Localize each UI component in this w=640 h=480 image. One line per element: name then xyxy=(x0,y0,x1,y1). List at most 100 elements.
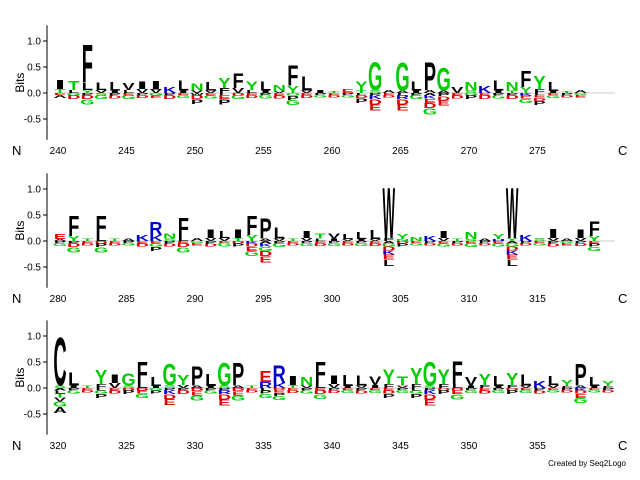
residue-L: L xyxy=(95,387,106,391)
residue-G: G xyxy=(423,107,437,117)
residue-L: L xyxy=(369,228,381,242)
residue-G: G xyxy=(176,94,190,99)
residue-Y: Y xyxy=(437,366,450,390)
residue-Y: Y xyxy=(410,364,422,389)
residue-L: L xyxy=(205,370,216,389)
residue-W: W xyxy=(191,93,205,97)
y-tick-label: 1.0 xyxy=(27,37,41,48)
residue-E: E xyxy=(191,242,203,246)
residue-E: E xyxy=(218,398,231,408)
residue-D: D xyxy=(108,390,122,395)
residue-L: L xyxy=(54,390,65,395)
residue-D: D xyxy=(451,242,464,246)
residue-D: D xyxy=(286,389,300,394)
residue-F: F xyxy=(68,211,79,243)
residue-I: I xyxy=(328,374,340,387)
residue-V: V xyxy=(574,237,586,242)
residue-L: L xyxy=(274,224,285,242)
residue-L: L xyxy=(205,81,216,94)
residue-T: T xyxy=(287,384,298,389)
residue-D: D xyxy=(451,387,464,391)
residue-I: I xyxy=(493,90,505,94)
logo-column-286: KED xyxy=(136,234,150,248)
residue-P: P xyxy=(122,240,135,243)
residue-T: T xyxy=(315,232,327,240)
residue-D: D xyxy=(177,243,191,249)
residue-K: K xyxy=(382,249,395,255)
c-terminus-label: C xyxy=(618,143,627,158)
residue-P: P xyxy=(259,92,272,95)
residue-P: P xyxy=(547,240,559,244)
x-tick-label: 340 xyxy=(324,441,341,452)
residue-F: F xyxy=(246,210,257,241)
residue-K: K xyxy=(574,387,588,391)
residue-G: G xyxy=(67,390,81,395)
residue-P: P xyxy=(602,387,615,390)
residue-R: R xyxy=(149,219,162,239)
residue-P: P xyxy=(355,97,367,104)
residue-V: V xyxy=(150,88,162,94)
residue-F: F xyxy=(520,67,531,92)
residue-L: L xyxy=(260,80,272,94)
residue-A: A xyxy=(505,240,519,244)
residue-I: I xyxy=(205,385,217,388)
residue-V: V xyxy=(328,232,341,240)
residue-G: G xyxy=(313,94,327,98)
residue-D: D xyxy=(204,243,218,248)
residue-G: G xyxy=(519,98,533,104)
y-tick-label: 0.5 xyxy=(27,63,41,74)
residue-P: P xyxy=(355,387,367,391)
residue-P: P xyxy=(465,387,478,390)
residue-Y: Y xyxy=(218,75,230,92)
residue-E: E xyxy=(122,92,134,96)
residue-R: R xyxy=(259,381,273,391)
residue-E: E xyxy=(259,367,271,385)
residue-E: E xyxy=(136,390,148,395)
residue-K: K xyxy=(149,234,163,244)
n-terminus-label: N xyxy=(12,143,21,158)
residue-E: E xyxy=(547,92,560,95)
residue-L: L xyxy=(178,77,189,94)
residue-D: D xyxy=(163,243,177,248)
residue-E: E xyxy=(273,92,285,96)
residue-G: G xyxy=(560,240,574,243)
residue-Y: Y xyxy=(588,234,601,242)
residue-L: L xyxy=(356,231,367,242)
residue-F: F xyxy=(411,383,422,389)
residue-L: L xyxy=(68,89,79,94)
residue-A: A xyxy=(122,238,136,242)
residue-G: G xyxy=(505,243,519,248)
residue-K: K xyxy=(273,381,286,389)
residue-D: D xyxy=(190,95,204,101)
residue-N: N xyxy=(410,236,423,242)
residue-V: V xyxy=(300,385,312,389)
residue-V: V xyxy=(342,238,355,241)
residue-S: S xyxy=(369,89,381,94)
residue-D: D xyxy=(423,393,436,401)
residue-I: I xyxy=(109,90,121,94)
logo-column-284: TED xyxy=(108,238,121,247)
x-tick-label: 250 xyxy=(187,146,204,157)
residue-E: E xyxy=(369,240,382,243)
residue-D: D xyxy=(81,242,94,246)
residue-F: F xyxy=(383,237,394,242)
residue-F: F xyxy=(95,211,106,243)
residue-T: T xyxy=(287,238,298,242)
residue-I: I xyxy=(260,90,272,94)
residue-D: D xyxy=(505,95,519,101)
residue-G: G xyxy=(368,389,382,394)
residue-P: P xyxy=(314,92,327,95)
residue-D: D xyxy=(423,242,436,246)
residue-T: T xyxy=(54,88,66,94)
residue-G: G xyxy=(121,242,135,246)
residue-E: E xyxy=(520,95,532,100)
